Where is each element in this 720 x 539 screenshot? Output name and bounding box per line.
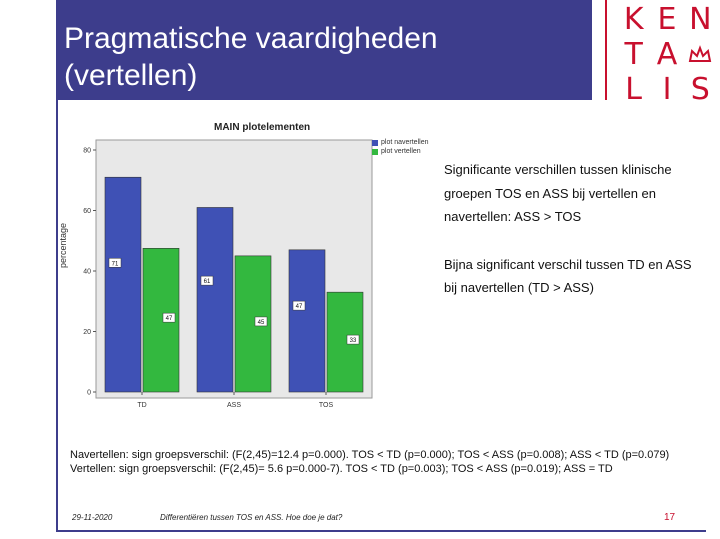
data-label: 47 xyxy=(166,316,173,322)
x-tick-label: ASS xyxy=(227,402,241,409)
y-tick-label: 60 xyxy=(83,208,91,215)
left-accent-bar xyxy=(56,100,58,530)
data-label-box xyxy=(254,316,268,327)
data-label-box xyxy=(162,312,176,323)
footer-date: 29-11-2020 xyxy=(72,513,113,522)
plot-area xyxy=(95,139,373,399)
kentalis-logo: K E N T A L I S xyxy=(617,2,717,107)
logo-letter: T xyxy=(624,37,643,72)
bar-chart: MAIN plotelementen percentage 0 20 40 60 80 7… xyxy=(58,118,442,418)
title-line-2: (vertellen) xyxy=(64,59,198,92)
title-line-1: Pragmatische vaardigheden xyxy=(64,22,438,55)
bar xyxy=(288,249,326,393)
data-label-box xyxy=(108,258,122,268)
logo-letter: I xyxy=(662,72,672,107)
legend-swatch xyxy=(372,139,378,146)
slide-title: Pragmatische vaardigheden (vertellen) xyxy=(64,20,438,94)
y-tick-label: 40 xyxy=(83,269,91,276)
statistics-notes: Navertellen: sign groepsverschil: (F(2,4… xyxy=(70,448,690,476)
title-background xyxy=(56,0,592,100)
data-label: 33 xyxy=(350,338,357,344)
data-label: 47 xyxy=(296,304,303,310)
findings-text: Significante verschillen tussen klinisch… xyxy=(444,158,704,324)
chart-legend: plot navertellen plot vertellen xyxy=(372,138,428,156)
data-label-box xyxy=(292,300,306,311)
data-label-box xyxy=(346,334,360,345)
logo-letter: L xyxy=(625,72,643,107)
y-tick-label: 0 xyxy=(87,390,91,397)
data-label: 61 xyxy=(204,279,211,285)
data-label: 71 xyxy=(112,261,119,267)
chart-title: MAIN plotelementen xyxy=(214,122,311,133)
logo-crown-icon xyxy=(684,37,717,72)
footer-caption: Differentiëren tussen TOS en ASS. Hoe do… xyxy=(160,513,343,522)
bar xyxy=(104,176,142,393)
notes-line-2: Vertellen: sign groepsverschil: (F(2,45)… xyxy=(70,463,613,475)
legend-entry: plot vertellen xyxy=(372,147,428,156)
logo-letter: S xyxy=(690,72,710,107)
logo-letter: N xyxy=(689,2,712,37)
x-tick-label: TOS xyxy=(319,402,334,409)
legend-label: plot vertellen xyxy=(381,148,421,155)
x-tick-label: TD xyxy=(137,402,146,409)
logo-divider xyxy=(605,0,607,100)
bar xyxy=(196,207,234,393)
slide-header: Pragmatische vaardigheden (vertellen) K … xyxy=(0,0,720,107)
legend-swatch xyxy=(372,148,378,155)
footer-line xyxy=(56,530,706,532)
chart-svg: 0 20 40 60 80 71 47 TD 61 45 ASS 47 33 TOS xyxy=(83,139,373,409)
logo-letter: E xyxy=(657,2,677,37)
notes-line-1: Navertellen: sign groepsverschil: (F(2,4… xyxy=(70,449,670,461)
legend-entry: plot navertellen xyxy=(372,138,428,147)
legend-label: plot navertellen xyxy=(381,139,429,146)
data-label-box xyxy=(200,275,214,286)
logo-letter: K xyxy=(623,2,644,37)
y-tick-label: 80 xyxy=(83,148,91,155)
data-label: 45 xyxy=(258,320,265,326)
finding-paragraph-2: Bijna significant verschil tussen TD en … xyxy=(444,256,692,296)
logo-letter: A xyxy=(656,37,678,72)
page-number: 17 xyxy=(664,512,676,523)
finding-paragraph-1: Significante verschillen tussen klinisch… xyxy=(444,162,672,224)
y-tick-label: 20 xyxy=(83,329,91,336)
